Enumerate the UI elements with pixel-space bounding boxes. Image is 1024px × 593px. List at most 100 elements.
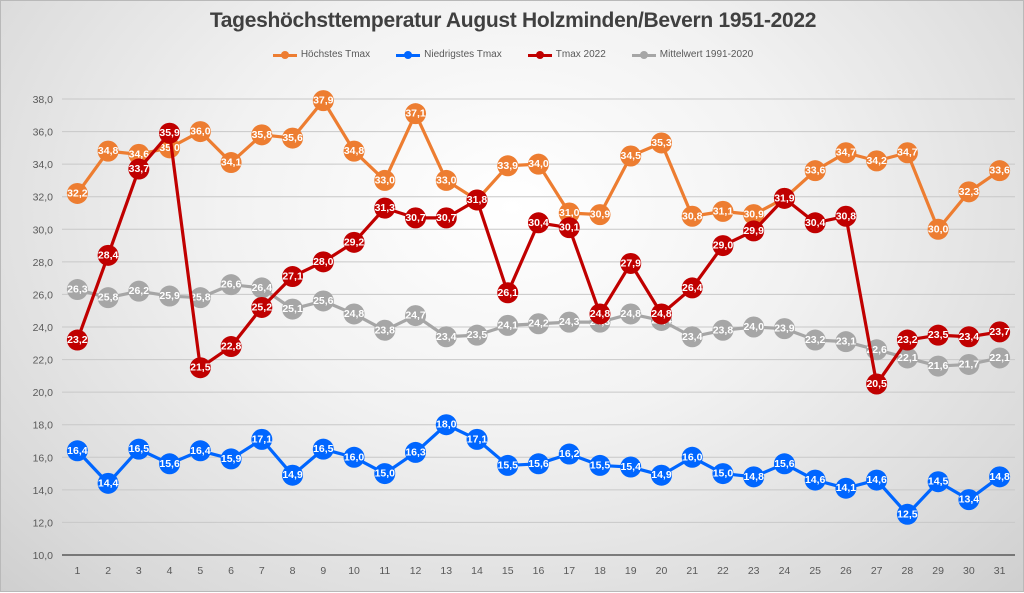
data-point[interactable] xyxy=(866,469,888,491)
data-point[interactable] xyxy=(958,326,980,348)
data-point[interactable] xyxy=(466,324,488,346)
data-point[interactable] xyxy=(343,446,365,468)
data-point[interactable] xyxy=(927,355,949,377)
data-point[interactable] xyxy=(620,252,642,274)
data-point[interactable] xyxy=(528,212,549,234)
data-point[interactable] xyxy=(773,187,795,209)
data-point[interactable] xyxy=(896,329,918,351)
data-point[interactable] xyxy=(896,142,918,164)
data-point[interactable] xyxy=(405,305,427,327)
data-point[interactable] xyxy=(405,103,427,125)
data-point[interactable] xyxy=(712,235,734,257)
data-point[interactable] xyxy=(896,347,918,369)
data-point[interactable] xyxy=(743,204,765,226)
data-point[interactable] xyxy=(128,143,150,165)
data-point[interactable] xyxy=(497,282,519,304)
data-point[interactable] xyxy=(405,207,427,229)
legend-item-mittelwert[interactable]: Mittelwert 1991-2020 xyxy=(631,49,753,60)
data-point[interactable] xyxy=(712,463,734,485)
data-point[interactable] xyxy=(282,266,304,288)
data-point[interactable] xyxy=(989,347,1011,369)
data-point[interactable] xyxy=(528,153,549,175)
data-point[interactable] xyxy=(435,207,457,229)
data-point[interactable] xyxy=(97,472,119,494)
data-point[interactable] xyxy=(927,324,949,346)
data-point[interactable] xyxy=(989,466,1011,488)
data-point[interactable] xyxy=(589,204,611,226)
data-point[interactable] xyxy=(251,124,273,146)
data-point[interactable] xyxy=(343,140,365,162)
data-point[interactable] xyxy=(251,277,273,299)
data-point[interactable] xyxy=(497,314,519,336)
data-point[interactable] xyxy=(958,181,980,203)
data-point[interactable] xyxy=(712,319,734,341)
data-point[interactable] xyxy=(681,326,703,348)
data-point[interactable] xyxy=(866,150,888,172)
data-point[interactable] xyxy=(558,443,580,465)
data-point[interactable] xyxy=(804,469,826,491)
data-point[interactable] xyxy=(189,440,211,462)
data-point[interactable] xyxy=(466,189,488,211)
data-point[interactable] xyxy=(620,303,642,325)
data-point[interactable] xyxy=(681,277,703,299)
data-point[interactable] xyxy=(220,274,242,296)
data-point[interactable] xyxy=(927,471,949,493)
data-point[interactable] xyxy=(343,231,365,253)
data-point[interactable] xyxy=(159,137,181,159)
data-point[interactable] xyxy=(159,285,181,307)
data-point[interactable] xyxy=(405,441,427,463)
data-point[interactable] xyxy=(804,212,826,234)
data-point[interactable] xyxy=(220,448,242,470)
data-point[interactable] xyxy=(927,218,949,240)
data-point[interactable] xyxy=(743,316,765,338)
data-point[interactable] xyxy=(312,251,334,273)
data-point[interactable] xyxy=(620,456,642,478)
data-point[interactable] xyxy=(620,145,642,167)
data-point[interactable] xyxy=(374,463,396,485)
data-point[interactable] xyxy=(712,200,734,222)
data-point[interactable] xyxy=(497,155,519,177)
data-point[interactable] xyxy=(743,466,765,488)
data-point[interactable] xyxy=(558,217,580,239)
data-point[interactable] xyxy=(958,489,980,511)
data-point[interactable] xyxy=(528,453,549,475)
data-point[interactable] xyxy=(97,244,119,266)
data-point[interactable] xyxy=(251,428,273,450)
data-point[interactable] xyxy=(589,303,611,325)
data-point[interactable] xyxy=(466,428,488,450)
data-point[interactable] xyxy=(66,182,88,204)
data-point[interactable] xyxy=(251,296,273,318)
data-point[interactable] xyxy=(528,313,549,335)
data-point[interactable] xyxy=(128,280,150,302)
data-point[interactable] xyxy=(128,158,150,180)
data-point[interactable] xyxy=(773,453,795,475)
legend-item-tmax-2022[interactable]: Tmax 2022 xyxy=(527,49,606,60)
data-point[interactable] xyxy=(374,169,396,191)
data-point[interactable] xyxy=(374,197,396,219)
data-point[interactable] xyxy=(66,329,88,351)
data-point[interactable] xyxy=(896,503,918,525)
data-point[interactable] xyxy=(435,169,457,191)
data-point[interactable] xyxy=(66,279,88,301)
data-point[interactable] xyxy=(835,142,857,164)
data-point[interactable] xyxy=(97,287,119,309)
data-point[interactable] xyxy=(835,205,857,227)
data-point[interactable] xyxy=(128,438,150,460)
data-point[interactable] xyxy=(220,336,242,358)
data-point[interactable] xyxy=(189,287,211,309)
data-point[interactable] xyxy=(866,373,888,395)
data-point[interactable] xyxy=(958,353,980,375)
data-point[interactable] xyxy=(681,205,703,227)
data-point[interactable] xyxy=(558,202,580,224)
data-point[interactable] xyxy=(989,160,1011,182)
legend-item-hoechstes-tmax[interactable]: Höchstes Tmax xyxy=(272,49,370,60)
data-point[interactable] xyxy=(435,414,457,436)
data-point[interactable] xyxy=(773,318,795,340)
data-point[interactable] xyxy=(343,303,365,325)
data-point[interactable] xyxy=(66,440,88,462)
data-point[interactable] xyxy=(312,290,334,312)
data-point[interactable] xyxy=(804,329,826,351)
data-point[interactable] xyxy=(97,140,119,162)
data-point[interactable] xyxy=(189,357,211,379)
data-point[interactable] xyxy=(650,132,672,154)
